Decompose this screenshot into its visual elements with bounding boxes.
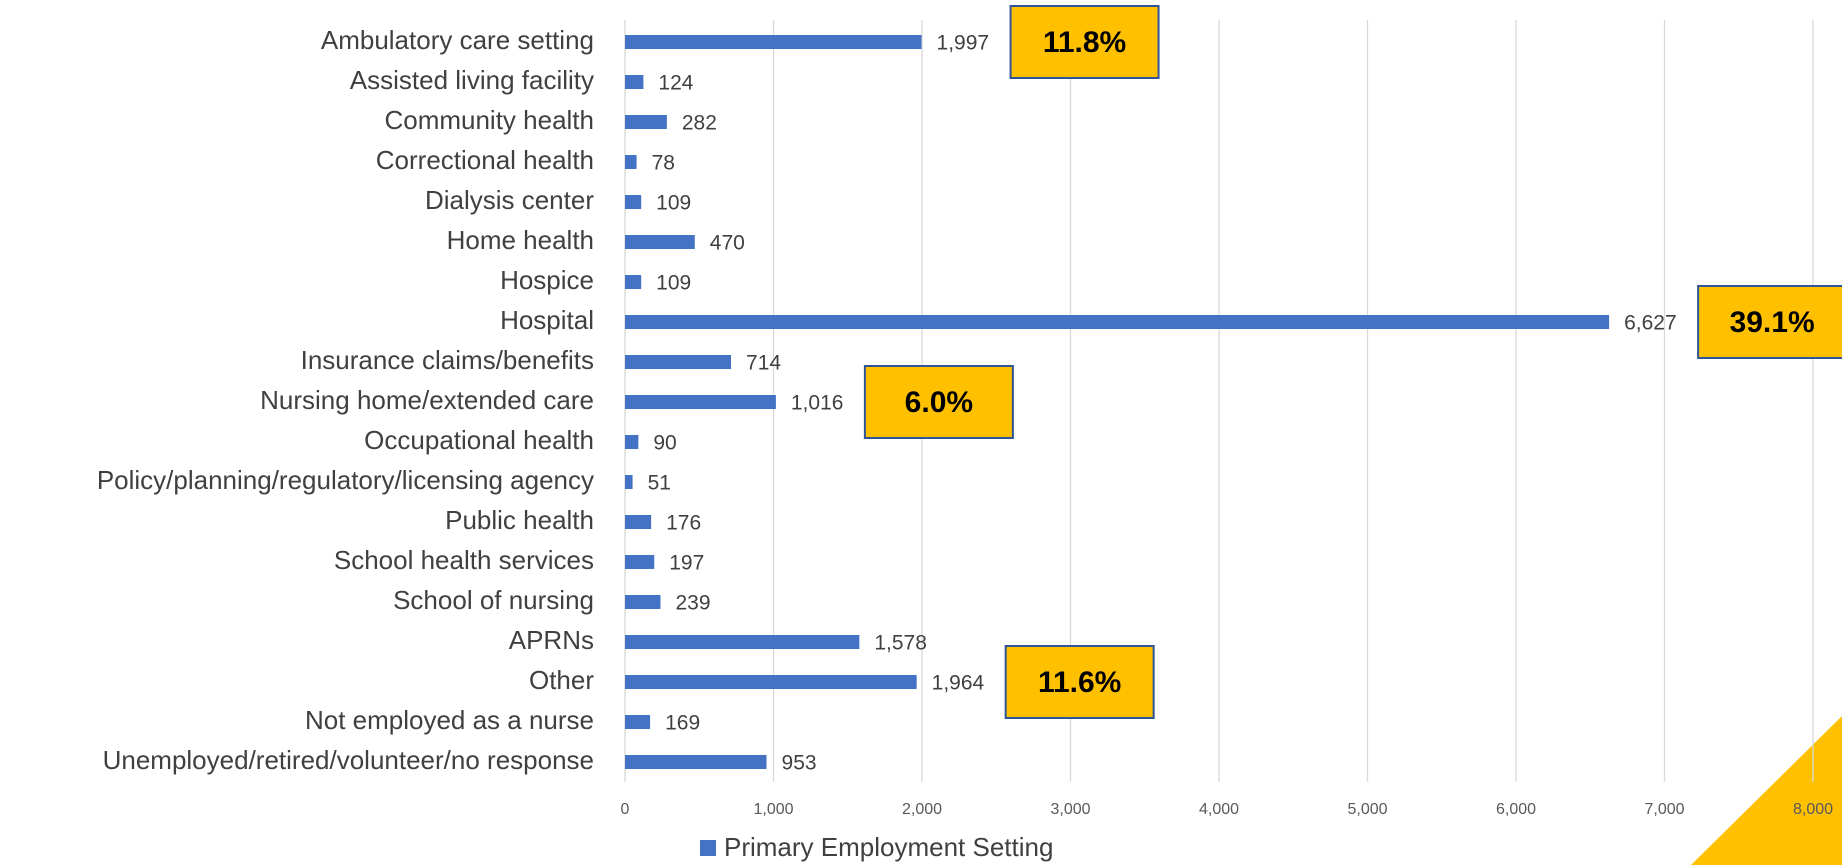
y-tick-label: School health services (334, 545, 594, 575)
annotation-box (1004, 645, 1155, 719)
bar (625, 35, 922, 49)
data-label: 239 (675, 592, 710, 615)
bar (625, 235, 695, 249)
annotation-box (1697, 285, 1842, 359)
corner-decoration (1691, 716, 1842, 865)
bar (625, 755, 767, 769)
bar (625, 635, 860, 649)
y-tick-label: Occupational health (364, 425, 594, 455)
y-tick-label: Policy/planning/regulatory/licensing age… (97, 465, 594, 495)
data-label: 109 (656, 272, 691, 295)
y-tick-label: Other (529, 665, 594, 695)
data-label: 109 (656, 192, 691, 215)
y-tick-label: Nursing home/extended care (260, 385, 594, 415)
y-tick-label: Not employed as a nurse (305, 705, 594, 735)
bar (625, 715, 651, 729)
legend-label: Primary Employment Setting (724, 832, 1053, 862)
y-tick-label: Assisted living facility (350, 65, 594, 95)
bar (625, 555, 655, 569)
y-tick-label: Hospital (500, 305, 594, 335)
annotation-text: 11.8% (1043, 26, 1126, 59)
data-label: 1,997 (937, 32, 990, 55)
data-label: 169 (665, 712, 700, 735)
bar (625, 355, 732, 369)
bar (625, 195, 642, 209)
x-tick-label: 0 (621, 801, 630, 818)
data-label: 1,016 (791, 392, 844, 415)
bar (625, 155, 637, 169)
y-tick-label: Hospice (500, 265, 594, 295)
y-tick-label: APRNs (509, 625, 594, 655)
x-tick-label: 3,000 (1050, 801, 1090, 818)
x-tick-label: 5,000 (1347, 801, 1387, 818)
bar (625, 75, 644, 89)
y-tick-label: Unemployed/retired/volunteer/no response (103, 745, 594, 775)
y-tick-label: Community health (384, 105, 594, 135)
bar (625, 315, 1610, 329)
annotation-box (1009, 5, 1160, 79)
annotation-text: 6.0% (905, 386, 973, 419)
y-tick-label: Public health (445, 505, 594, 535)
data-label: 953 (782, 752, 817, 775)
annotation-box (863, 365, 1014, 439)
bar (625, 115, 667, 129)
data-label: 1,578 (874, 632, 927, 655)
y-tick-label: Insurance claims/benefits (301, 345, 594, 375)
y-tick-label: Home health (447, 225, 594, 255)
data-label: 282 (682, 112, 717, 135)
x-tick-label: 1,000 (753, 801, 793, 818)
data-label: 197 (669, 552, 704, 575)
data-label: 470 (710, 232, 745, 255)
x-tick-label: 4,000 (1199, 801, 1239, 818)
data-label: 78 (652, 152, 675, 175)
data-label: 6,627 (1624, 312, 1677, 335)
data-label: 1,964 (932, 672, 985, 695)
bar (625, 395, 776, 409)
y-tick-label: Ambulatory care setting (321, 25, 594, 55)
x-tick-label: 8,000 (1793, 801, 1833, 818)
legend-swatch (700, 840, 716, 856)
bar (625, 595, 661, 609)
x-tick-label: 7,000 (1644, 801, 1684, 818)
data-label: 51 (648, 472, 671, 495)
annotation-text: 11.6% (1038, 666, 1121, 699)
x-tick-label: 6,000 (1496, 801, 1536, 818)
bar (625, 475, 633, 489)
bar (625, 515, 652, 529)
x-tick-label: 2,000 (902, 801, 942, 818)
bar (625, 275, 642, 289)
data-label: 714 (746, 352, 781, 375)
y-tick-label: Dialysis center (425, 185, 594, 215)
bar (625, 675, 917, 689)
y-tick-label: School of nursing (393, 585, 594, 615)
y-tick-label: Correctional health (376, 145, 594, 175)
data-label: 124 (658, 72, 693, 95)
data-label: 90 (653, 432, 676, 455)
bar (625, 435, 639, 449)
data-label: 176 (666, 512, 701, 535)
annotation-text: 39.1% (1730, 306, 1815, 339)
